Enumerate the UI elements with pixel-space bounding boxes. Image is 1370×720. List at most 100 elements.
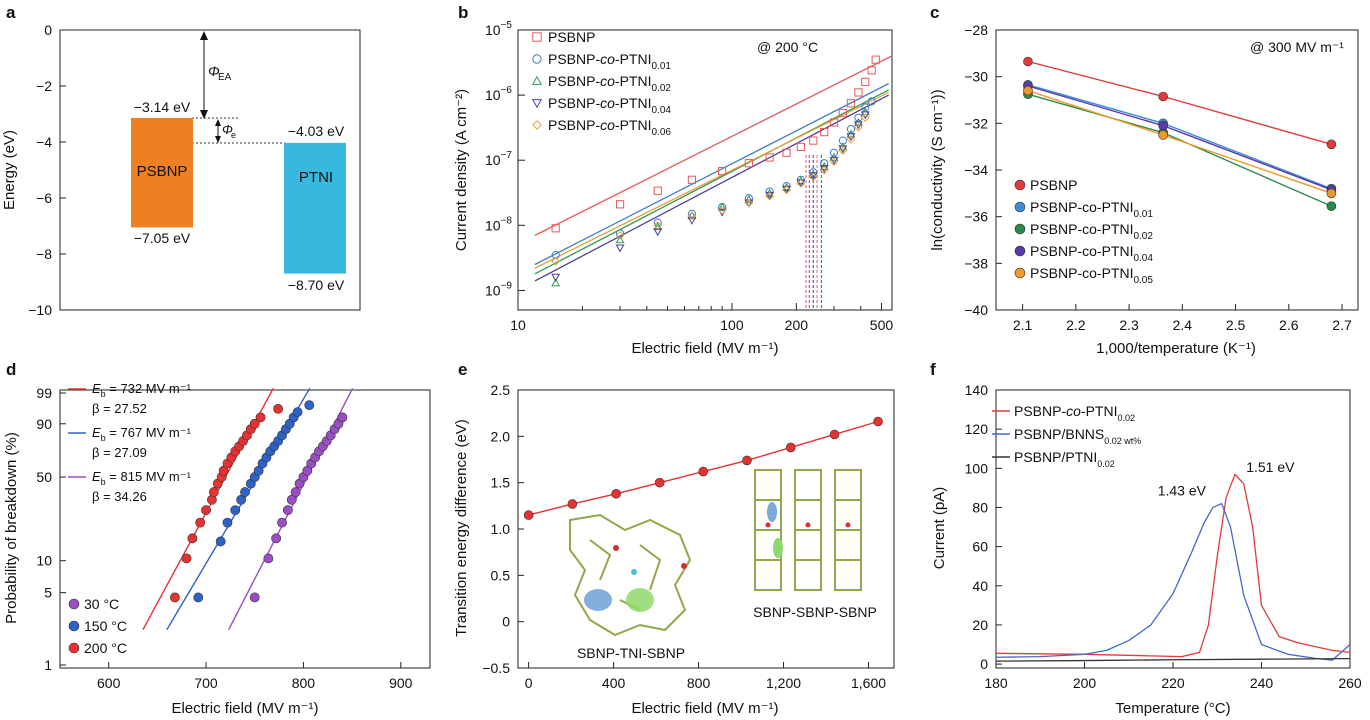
b-legend-marker — [532, 54, 542, 64]
panel-d-y-label: Probability of breakdown (%) — [3, 432, 20, 624]
f-x-tick-label: 180 — [984, 675, 1008, 691]
b-data-point — [829, 148, 839, 157]
panel-d-weibull-chart: d 600 700 800 900 99 90 50 10 5 1 Probability of … — [3, 360, 431, 717]
a-y-tick-label: −2 — [36, 78, 52, 94]
d-legend-marker — [68, 620, 80, 632]
b-data-point — [615, 244, 625, 253]
b-data-point — [687, 211, 697, 220]
b-data-point — [796, 179, 806, 188]
d-data-point — [181, 553, 192, 564]
d-fit-legend-beta: β = 27.09 — [92, 445, 147, 460]
e-y-tick-label: 0.5 — [491, 567, 511, 583]
b-fit-line — [534, 83, 889, 266]
panel-b-annotation: @ 200 °C — [757, 39, 818, 55]
b-data-point — [819, 161, 829, 170]
c-y-tick-label: −38 — [964, 255, 988, 271]
b-data-point — [860, 113, 870, 122]
panel-b-fit-lines — [534, 55, 893, 282]
b-legend-label: PSBNP-co-PTNI0.04 — [548, 95, 671, 116]
b-data-point — [744, 198, 754, 208]
b-data-point — [718, 167, 727, 176]
b-data-point — [782, 148, 791, 157]
d-data-point — [240, 487, 250, 497]
molecule-inset-sbnp-sbnp-sbnp — [754, 469, 862, 591]
e-data-point — [785, 442, 796, 453]
b-data-point — [653, 218, 662, 227]
a-y-tick-label: −8 — [36, 246, 52, 262]
d-y-tick-label: 10 — [36, 553, 52, 569]
ea-arrow-head-up — [200, 31, 208, 40]
b-data-point — [744, 159, 753, 168]
e-data-point — [873, 416, 883, 427]
b-fit-line — [534, 94, 889, 282]
c-x-tick-label: 2.2 — [1066, 317, 1086, 333]
d-data-point — [208, 487, 219, 497]
f-series-line — [995, 473, 1351, 658]
e-x-tick-label: 1,600 — [851, 675, 886, 691]
panel-b-current-density-chart: b 10 100 200 500 10−9 10−8 10−7 10−6 10−5 Curre… — [453, 3, 893, 357]
b-data-point — [861, 103, 870, 112]
d-data-point — [193, 592, 204, 603]
c-y-tick-label: −34 — [964, 162, 988, 178]
c-legend-marker — [1014, 201, 1026, 213]
e-y-tick-label: 1.0 — [491, 521, 511, 537]
panel-d-letter: d — [6, 360, 16, 379]
b-data-point — [765, 187, 774, 196]
c-data-point — [1326, 139, 1337, 150]
d-data-point — [290, 487, 301, 497]
c-y-tick-label: −30 — [964, 69, 988, 85]
a-y-tick-label: −4 — [36, 134, 52, 150]
b-data-point — [717, 202, 727, 211]
b-data-point — [615, 235, 625, 244]
c-legend-marker — [1014, 245, 1026, 257]
panel-b-x-label: Electric field (MV m⁻¹) — [631, 340, 778, 357]
phi-e-arrow-head-down — [215, 136, 221, 143]
b-legend-marker — [532, 32, 542, 42]
panel-b-y-tick-labels: 10−9 10−8 10−7 10−6 10−5 — [485, 20, 512, 298]
ptni-bar — [284, 142, 346, 274]
b-data-point — [782, 185, 791, 195]
c-legend-label: PSBNP-co-PTNI0.04 — [1030, 243, 1153, 264]
b-data-point — [744, 194, 754, 203]
b-data-point — [861, 77, 870, 86]
panel-e-transition-energy-chart: e 0 400 800 1,200 1,600−0.500.51.01.52.02.5 … — [453, 360, 895, 717]
b-data-point — [808, 170, 818, 179]
d-data-point — [255, 412, 266, 423]
e-y-tick-label: 0 — [502, 614, 510, 630]
b-data-point — [829, 157, 839, 166]
phi-ea-symbol: Φ — [208, 63, 220, 79]
d-x-tick-label: 700 — [194, 675, 218, 691]
molecule-inset-sbnp-tni-sbnp — [569, 513, 692, 637]
b-data-point — [820, 128, 829, 137]
panel-b-frame — [517, 29, 893, 311]
b-data-point — [653, 220, 663, 230]
b-data-point — [854, 123, 863, 132]
panel-c-ticks: 2.1 2.2 2.3 2.4 2.5 2.6 2.7 −28 −30 −32 −34 −36 −38 −… — [964, 22, 1352, 333]
ptni-bar-label: PTNI — [299, 169, 333, 186]
b-data-point — [829, 156, 839, 165]
b-data-point — [838, 142, 848, 151]
panel-c-y-label: ln(conductivity (S cm⁻¹)) — [929, 89, 946, 250]
b-data-point — [687, 175, 697, 184]
d-data-point — [201, 505, 211, 516]
panel-f-x-label: Temperature (°C) — [1115, 700, 1230, 717]
d-y-tick-label: 90 — [36, 416, 52, 432]
b-data-point — [871, 55, 880, 64]
d-data-point — [273, 403, 284, 414]
b-data-point — [838, 108, 847, 118]
c-x-tick-label: 2.6 — [1279, 317, 1299, 333]
c-y-tick-label: −32 — [964, 115, 988, 131]
b-legend-marker — [531, 75, 543, 85]
f-y-tick-label: 80 — [972, 499, 988, 515]
ptni-homo-label: −8.70 eV — [288, 277, 345, 293]
c-legend-marker — [1014, 223, 1026, 235]
c-y-tick-label: −36 — [964, 209, 988, 225]
panel-a-y-label: Energy (eV) — [1, 130, 18, 210]
panel-f-lines — [995, 473, 1351, 662]
d-data-point — [249, 592, 260, 603]
d-legend-label: 30 °C — [84, 596, 119, 612]
f-x-tick-label: 260 — [1338, 675, 1362, 691]
b-legend-label: PSBNP-co-PTNI0.06 — [548, 117, 671, 138]
b-data-point — [809, 136, 818, 145]
d-data-point — [337, 412, 348, 423]
